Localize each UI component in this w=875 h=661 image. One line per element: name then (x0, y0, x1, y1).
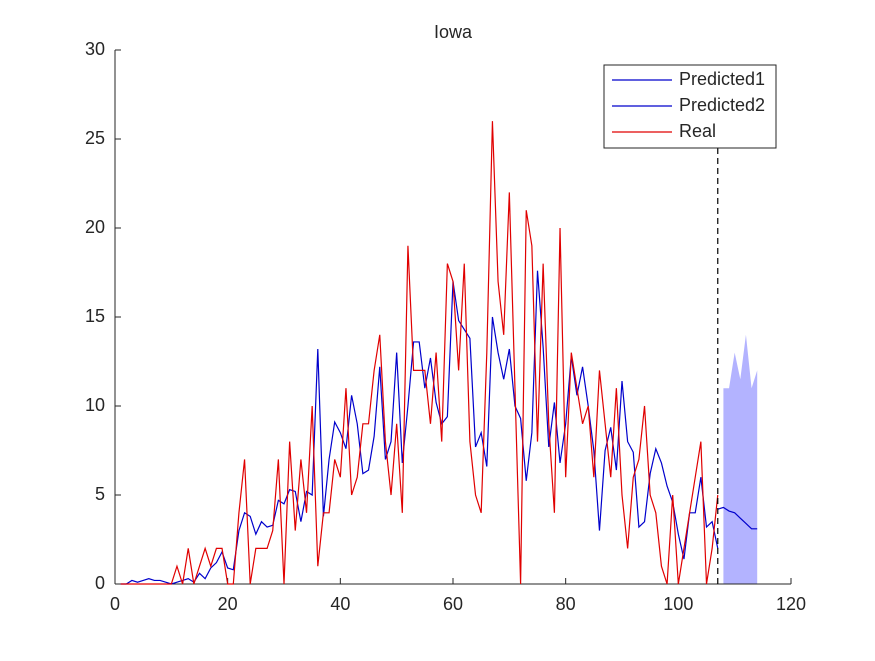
x-tick-label: 60 (443, 594, 463, 614)
legend-label: Real (679, 121, 716, 141)
chart-title: Iowa (434, 22, 473, 42)
confidence-band (723, 334, 758, 584)
x-tick-label: 100 (663, 594, 693, 614)
y-tick-label: 10 (85, 395, 105, 415)
y-tick-label: 0 (95, 573, 105, 593)
x-tick-label: 0 (110, 594, 120, 614)
x-tick-label: 20 (218, 594, 238, 614)
y-tick-label: 20 (85, 217, 105, 237)
series-line (717, 506, 758, 530)
x-tick-label: 40 (330, 594, 350, 614)
x-tick-label: 120 (776, 594, 806, 614)
series-line (120, 270, 719, 585)
legend-label: Predicted2 (679, 95, 765, 115)
x-tick-label: 80 (556, 594, 576, 614)
y-tick-label: 15 (85, 306, 105, 326)
y-tick-label: 5 (95, 484, 105, 504)
legend-label: Predicted1 (679, 69, 765, 89)
series-line (120, 121, 719, 585)
y-tick-label: 30 (85, 39, 105, 59)
y-tick-label: 25 (85, 128, 105, 148)
